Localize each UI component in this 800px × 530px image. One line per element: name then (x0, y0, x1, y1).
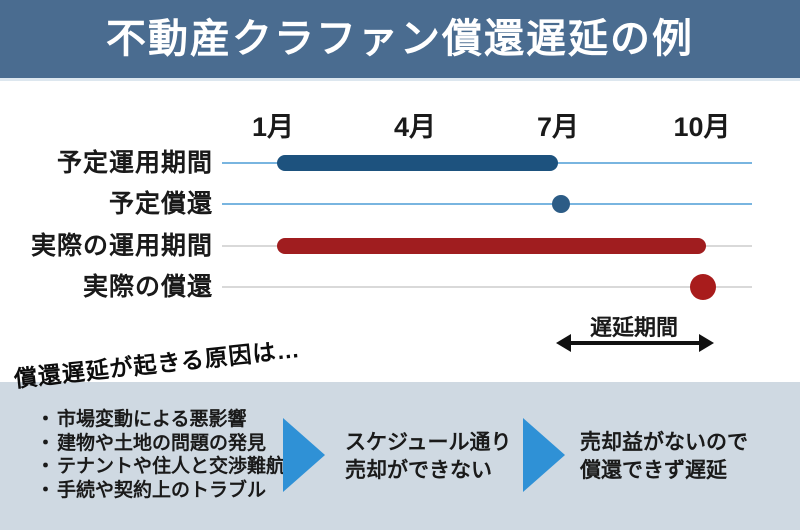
flow-step-line: スケジュール通り (345, 431, 512, 454)
row-label-planned-redemption: 予定償還 (108, 190, 213, 218)
planned-redemption-dot (552, 195, 570, 213)
axis-tick-apr: 4月 (393, 112, 437, 142)
delay-period-label: 遅延期間 (589, 315, 678, 340)
bullet-icon: ・ (36, 432, 56, 454)
flow-step-cannot-sell: スケジュール通り 売却ができない (345, 429, 512, 484)
cause-item-text: 市場変動による悪影響 (57, 409, 247, 430)
flow-arrow-right-icon (283, 418, 325, 492)
cause-item: ・ 手続や契約上のトラブル (36, 479, 285, 503)
arrow-right-head-icon (699, 334, 714, 352)
bullet-icon: ・ (36, 409, 56, 430)
cause-item-text: 建物や土地の問題の発見 (57, 432, 267, 454)
cause-item-text: テナントや住人と交渉難航 (57, 456, 286, 477)
axis-tick-jan: 1月 (251, 112, 295, 142)
actual-period-bar (277, 238, 706, 254)
cause-item: ・ テナントや住人と交渉難航 (36, 455, 285, 479)
track-line-actual-redemption (222, 286, 752, 288)
axis-tick-jul: 7月 (536, 112, 580, 142)
row-label-actual-redemption: 実際の償還 (82, 273, 213, 301)
flow-step-delayed-redemption: 売却益がないので 償還できず遅延 (580, 429, 748, 484)
cause-item: ・ 市場変動による悪影響 (36, 408, 285, 432)
arrow-shaft (571, 341, 699, 345)
actual-redemption-dot (690, 274, 716, 300)
bullet-icon: ・ (36, 456, 56, 477)
flow-step-line: 売却益がないので (580, 431, 748, 454)
row-label-planned-period: 予定運用期間 (56, 149, 213, 177)
cause-item: ・ 建物や土地の問題の発見 (36, 432, 285, 456)
cause-item-text: 手続や契約上のトラブル (57, 479, 267, 501)
flow-step-line: 売却ができない (345, 458, 492, 482)
flow-arrow-right-icon (523, 418, 565, 492)
arrow-left-head-icon (556, 334, 571, 352)
page-title: 不動産クラファン償還遅延の例 (106, 17, 694, 61)
bullet-icon: ・ (36, 479, 56, 501)
causes-panel (0, 382, 800, 530)
delay-double-arrow-icon (556, 334, 714, 352)
planned-period-bar (277, 155, 558, 171)
title-banner: 不動産クラファン償還遅延の例 (0, 0, 800, 81)
flow-step-line: 償還できず遅延 (580, 458, 727, 482)
axis-tick-oct: 10月 (673, 112, 731, 142)
track-line-planned-redemption (222, 203, 752, 205)
cause-list: ・ 市場変動による悪影響 ・ 建物や土地の問題の発見 ・ テナントや住人と交渉難… (36, 408, 285, 502)
row-label-actual-period: 実際の運用期間 (30, 232, 213, 260)
